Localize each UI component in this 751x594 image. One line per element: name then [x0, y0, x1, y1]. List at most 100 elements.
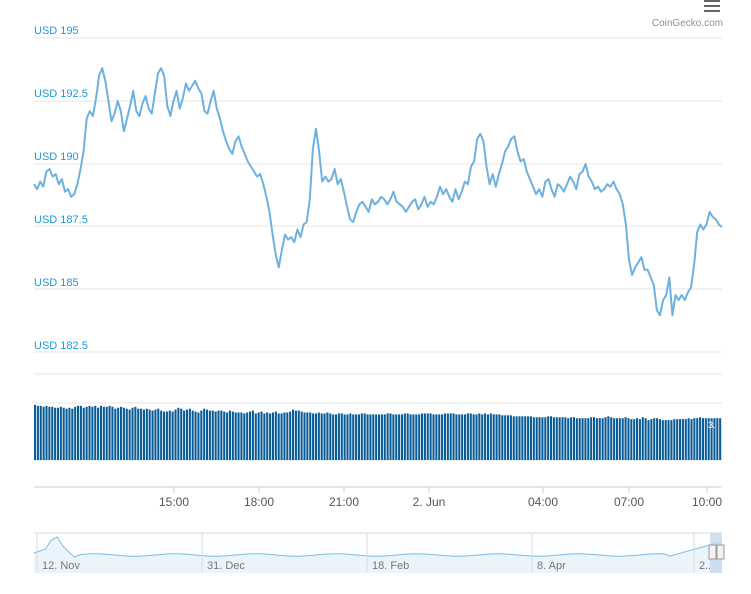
- volume-bar: [704, 418, 707, 460]
- volume-bar: [572, 417, 575, 460]
- volume-bar: [289, 411, 292, 460]
- volume-bar: [257, 412, 260, 460]
- volume-bar: [160, 410, 163, 460]
- volume-bar: [475, 414, 478, 460]
- x-tick-label: 07:00: [614, 495, 644, 509]
- navigator-label: 31. Dec: [207, 560, 245, 572]
- volume-bar: [681, 419, 684, 460]
- volume-bar: [679, 419, 682, 460]
- volume-bar: [624, 417, 627, 460]
- y-axis-labels: USD 195 USD 192.5 USD 190 USD 187.5 USD 185 U…: [34, 25, 88, 352]
- volume-bar: [357, 414, 360, 460]
- volume-bar: [335, 414, 338, 460]
- volume-bar: [286, 412, 289, 460]
- volume-bar: [312, 413, 315, 460]
- volume-bar: [575, 418, 578, 460]
- volume-bar: [713, 418, 716, 460]
- volume-bar: [297, 410, 300, 460]
- volume-bar: [486, 414, 489, 460]
- volume-bar: [555, 417, 558, 460]
- volume-bar: [621, 418, 624, 460]
- volume-bar: [303, 412, 306, 460]
- chart-menu-button[interactable]: [704, 0, 720, 12]
- volume-bar: [673, 419, 676, 460]
- volume-bar: [395, 414, 398, 460]
- volume-bar: [240, 412, 243, 460]
- volume-bar: [260, 411, 263, 460]
- y-tick-label: USD 190: [34, 151, 79, 163]
- volume-bar: [317, 412, 320, 460]
- volume-bar: [392, 414, 395, 460]
- price-series: [33, 67, 723, 317]
- volume-bar: [443, 413, 446, 460]
- volume-bar: [547, 416, 550, 460]
- volume-bar: [117, 407, 120, 460]
- volume-bar: [478, 413, 481, 460]
- volume-bar: [570, 417, 573, 460]
- volume-bar: [188, 408, 191, 460]
- volume-bar: [237, 412, 240, 460]
- volume-bar: [48, 406, 51, 460]
- volume-bar: [403, 413, 406, 460]
- volume-bar: [544, 417, 547, 460]
- volume-bar: [234, 412, 237, 460]
- navigator-grip-left[interactable]: [708, 544, 717, 560]
- volume-bar: [446, 413, 449, 460]
- volume-bar: [684, 419, 687, 460]
- volume-bar: [134, 406, 137, 460]
- x-tick-label: 2. Jun: [413, 495, 446, 509]
- volume-bar: [352, 414, 355, 460]
- volume-bar: [710, 418, 713, 460]
- volume-bar: [650, 419, 653, 460]
- navigator-grip-right[interactable]: [716, 544, 725, 560]
- volume-bar: [62, 407, 65, 460]
- volume-bar: [458, 414, 461, 460]
- volume-bar: [263, 413, 266, 460]
- navigator-area: [34, 537, 722, 573]
- volume-bar: [114, 408, 117, 460]
- volume-bar: [507, 415, 510, 460]
- volume-bar: [343, 414, 346, 460]
- volume-bar: [349, 413, 352, 460]
- volume-bar: [105, 406, 108, 460]
- volume-bar: [455, 414, 458, 460]
- volume-bar: [337, 413, 340, 460]
- volume-bar: [280, 413, 283, 460]
- volume-bar: [421, 413, 424, 460]
- volume-bar: [607, 416, 610, 460]
- volume-bar: [618, 418, 621, 460]
- volume-bar: [340, 413, 343, 460]
- volume-bar: [108, 405, 111, 460]
- volume-bar: [532, 417, 535, 460]
- volume-bar: [489, 413, 492, 460]
- volume-bar: [690, 419, 693, 460]
- volume-bar: [398, 414, 401, 460]
- volume-bar: [292, 409, 295, 460]
- volume-bar: [122, 407, 125, 460]
- volume-bar: [400, 414, 403, 460]
- volume-bar: [120, 406, 123, 460]
- volume-bar: [590, 417, 593, 460]
- volume-bar: [415, 414, 418, 460]
- volume-bar: [177, 407, 180, 460]
- volume-bar: [438, 414, 441, 460]
- y-tick-label: USD 192.5: [34, 88, 88, 100]
- navigator[interactable]: 12. Nov 31. Dec 18. Feb 8. Apr 2...: [33, 532, 725, 573]
- volume-bar: [171, 411, 174, 460]
- volume-bar: [309, 412, 312, 460]
- volume-bar: [512, 416, 515, 460]
- volume-bar: [509, 415, 512, 460]
- volume-bar: [140, 408, 143, 460]
- volume-bar: [372, 414, 375, 460]
- volume-bar: [277, 413, 280, 460]
- volume-bar: [274, 411, 277, 460]
- volume-bar: [564, 417, 567, 460]
- volume-bar: [271, 412, 274, 460]
- volume-bar: [79, 405, 82, 460]
- volume-bar: [449, 413, 452, 460]
- price-line: [33, 67, 723, 317]
- volume-bar: [346, 414, 349, 460]
- coingecko-credit[interactable]: CoinGecko.com: [651, 18, 723, 29]
- volume-bar: [249, 411, 252, 460]
- volume-bar: [501, 415, 504, 460]
